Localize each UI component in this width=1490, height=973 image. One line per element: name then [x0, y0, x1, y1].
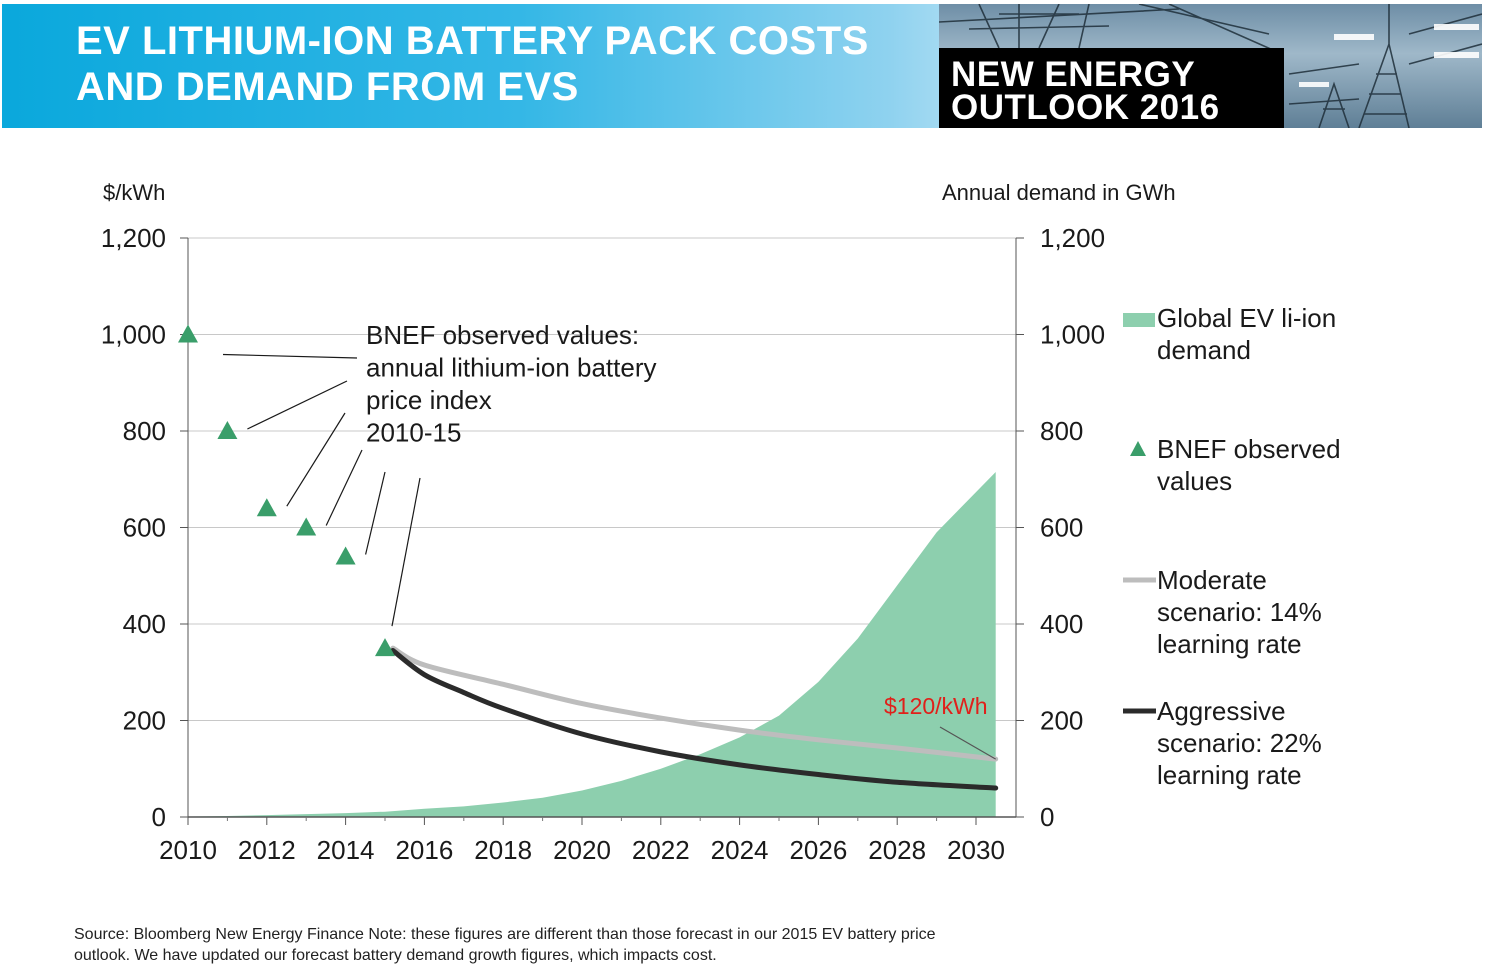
observed-value-marker [217, 421, 238, 439]
observed-value-marker [375, 638, 395, 657]
new-energy-outlook-badge: NEW ENERGY OUTLOOK 2016 [939, 48, 1284, 128]
x-axis-tick-label: 2022 [632, 835, 690, 865]
right-axis-tick-label: 0 [1040, 802, 1054, 832]
callout-text-line: price index [366, 385, 492, 415]
legend-swatch-triangle [1130, 441, 1146, 456]
x-axis-tick-label: 2014 [317, 835, 375, 865]
observed-callout: BNEF observed values:annual lithium-ion … [222, 320, 996, 760]
callout-leader-line [391, 477, 421, 627]
x-axis-tick-label: 2010 [159, 835, 217, 865]
x-axis-tick-label: 2020 [553, 835, 611, 865]
badge-line-2: OUTLOOK 2016 [951, 88, 1220, 127]
title-line-1: EV LITHIUM-ION BATTERY PACK COSTS [76, 19, 869, 63]
title-line-2: AND DEMAND FROM EVS [76, 65, 579, 109]
legend-label-line: Global EV li-ion [1157, 303, 1336, 333]
legend-label-line: learning rate [1157, 760, 1302, 790]
legend-swatch-area [1123, 313, 1155, 327]
callout-leader-line [325, 449, 363, 526]
right-axis-tick-label: 1,200 [1040, 223, 1105, 253]
right-axis-tick-label: 1,000 [1040, 320, 1105, 350]
legend-label-line: scenario: 14% [1157, 597, 1322, 627]
callout-text-line: 2010-15 [366, 418, 461, 448]
callout-leader-line [365, 471, 386, 555]
right-axis-tick-label: 800 [1040, 416, 1083, 446]
observed-value-marker [178, 324, 198, 343]
x-axis-tick-label: 2018 [474, 835, 532, 865]
legend-label-line: Aggressive [1157, 696, 1286, 726]
left-axis-tick-label: 800 [123, 416, 166, 446]
transmission-tower-icon [939, 4, 1482, 128]
right-axis-title: Annual demand in GWh [942, 180, 1176, 205]
legend-label-line: BNEF observed [1157, 434, 1341, 464]
source-line-1: Source: Bloomberg New Energy Finance Not… [74, 926, 936, 943]
moderate-scenario-line [390, 645, 999, 762]
legend-label-line: scenario: 22% [1157, 728, 1322, 758]
demand-area-series [188, 472, 996, 817]
left-axis-tick-label: 0 [152, 802, 166, 832]
right-axis-tick-label: 600 [1040, 513, 1083, 543]
right-axis-tick-label: 400 [1040, 609, 1083, 639]
callout-text-line: BNEF observed values: [366, 320, 639, 350]
badge-line-1: NEW ENERGY [951, 55, 1196, 94]
x-axis-tick-label: 2012 [238, 835, 296, 865]
page-title: EV LITHIUM-ION BATTERY PACK COSTS AND DE… [76, 18, 936, 110]
observed-value-marker [296, 517, 317, 536]
observed-markers [178, 324, 395, 657]
x-axis-tick-label: 2030 [947, 835, 1005, 865]
aggressive-scenario-line [390, 648, 999, 791]
legend-label-line: values [1157, 466, 1232, 496]
callout-leader-line [247, 380, 348, 430]
x-axis-tick-label: 2016 [395, 835, 453, 865]
header-banner: EV LITHIUM-ION BATTERY PACK COSTS AND DE… [2, 4, 1482, 128]
observed-value-marker [256, 498, 277, 517]
x-axis-tick-label: 2028 [868, 835, 926, 865]
legend-label-line: learning rate [1157, 629, 1302, 659]
callout-leader-line [222, 353, 358, 359]
callout-text-line: annual lithium-ion battery [366, 353, 657, 383]
left-axis-tick-label: 1,200 [101, 223, 166, 253]
x-axis-tick-label: 2026 [789, 835, 847, 865]
axis-labels: 0 200 400 600 800 1,000 1,200 0 200 400 600 800 1,00… [101, 180, 1176, 865]
scenario-line-series [390, 645, 999, 791]
source-line-2: outlook. We have updated our forecast ba… [74, 947, 717, 964]
source-note: Source: Bloomberg New Energy Finance Not… [74, 924, 1034, 966]
x-axis-tick-label: 2024 [711, 835, 769, 865]
legend-label-line: demand [1157, 335, 1251, 365]
legend-label-line: Moderate [1157, 565, 1267, 595]
observed-value-marker [335, 546, 356, 565]
demand-area [188, 472, 996, 817]
left-axis-tick-label: 200 [123, 706, 166, 736]
right-axis-tick-label: 200 [1040, 706, 1083, 736]
power-lines-photo: NEW ENERGY OUTLOOK 2016 [939, 4, 1482, 128]
target-price-leader [939, 726, 996, 760]
left-axis-tick-label: 400 [123, 609, 166, 639]
left-axis-title: $/kWh [103, 180, 165, 205]
left-axis-tick-label: 600 [123, 513, 166, 543]
left-axis-tick-label: 1,000 [101, 320, 166, 350]
target-price-label: $120/kWh [884, 693, 988, 719]
callout-leader-line [286, 412, 346, 507]
